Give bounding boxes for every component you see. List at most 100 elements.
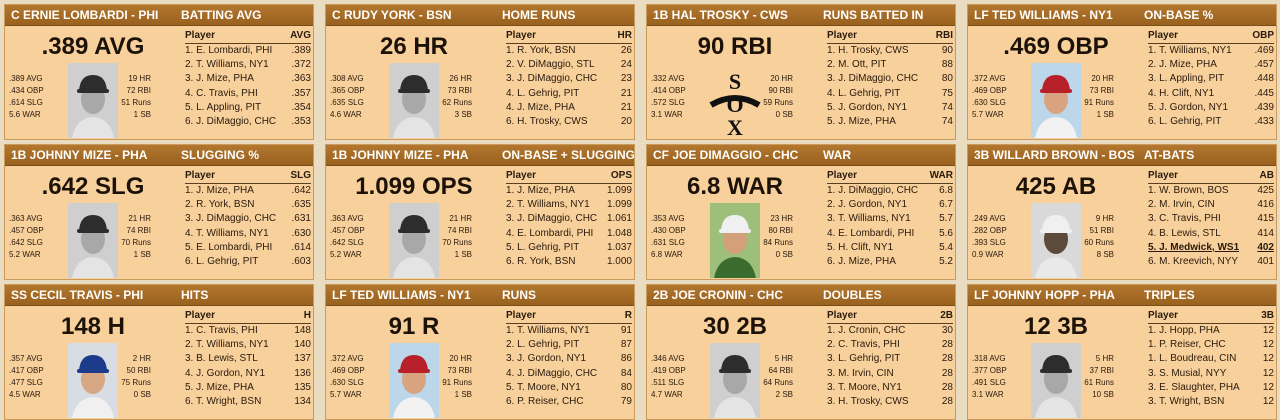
rate-stat: 4.5 WAR (9, 390, 41, 399)
rate-stats: .389 AVG .434 OBP .614 SLG 5.6 WAR (9, 73, 69, 121)
counting-stat: 1 SB (454, 250, 472, 259)
table-row[interactable]: 5. T. Moore, NY1 80 (506, 381, 632, 395)
table-row[interactable]: 1. E. Lombardi, PHI .389 (185, 44, 311, 58)
table-row[interactable]: 1. W. Brown, BOS 425 (1148, 184, 1274, 198)
rate-stat: .511 SLG (651, 378, 685, 387)
table-row[interactable]: 2. T. Williams, NY1 140 (185, 338, 311, 352)
table-row[interactable]: 3. J. DiMaggio, CHC 1.061 (506, 212, 632, 226)
row-player: 5. E. Lombardi, PHI (185, 241, 273, 253)
table-row[interactable]: 5. H. Clift, NY1 5.4 (827, 241, 953, 255)
table-row[interactable]: 4. B. Lewis, STL 414 (1148, 227, 1274, 241)
table-row[interactable]: 6. H. Trosky, CWS 20 (506, 115, 632, 129)
table-row[interactable]: 6. J. Mize, PHA 5.2 (827, 255, 953, 269)
column-header-player: Player (827, 170, 858, 181)
table-row[interactable]: 2. M. Irvin, CIN 416 (1148, 198, 1274, 212)
table-row[interactable]: 2. T. Williams, NY1 1.099 (506, 198, 632, 212)
table-row[interactable]: 1. J. Cronin, CHC 30 (827, 324, 953, 338)
table-row[interactable]: 5. J. Gordon, NY1 74 (827, 101, 953, 115)
leaders-table: Player AB 1. W. Brown, BOS 425 2. M. Irvin, … (1144, 165, 1276, 279)
table-row[interactable]: 1. P. Reiser, CHC 12 (1148, 338, 1274, 352)
table-row[interactable]: 3. J. DiMaggio, CHC 80 (827, 72, 953, 86)
table-row[interactable]: 5. E. Lombardi, PHI .614 (185, 241, 311, 255)
table-row[interactable]: 1. H. Trosky, CWS 90 (827, 44, 953, 58)
table-row[interactable]: 5. J. Medwick, WS1 402 (1148, 241, 1274, 255)
table-row[interactable]: 1. T. Williams, NY1 .469 (1148, 44, 1274, 58)
table-row[interactable]: 2. J. Gordon, NY1 6.7 (827, 198, 953, 212)
table-row[interactable]: 5. L. Gehrig, PIT 1.037 (506, 241, 632, 255)
table-row[interactable]: 4. T. Williams, NY1 .630 (185, 227, 311, 241)
player-title: LF TED WILLIAMS - NY1 (332, 288, 471, 302)
column-header-stat: SLG (290, 170, 311, 181)
table-header: Player AVG (185, 29, 311, 44)
table-row[interactable]: 4. H. Clift, NY1 .445 (1148, 87, 1274, 101)
table-row[interactable]: 3. B. Lewis, STL 137 (185, 352, 311, 366)
table-row[interactable]: 6. T. Wright, BSN 134 (185, 395, 311, 409)
table-row[interactable]: 6. J. DiMaggio, CHC .353 (185, 115, 311, 129)
table-row[interactable]: 4. E. Lombardi, PHI 5.6 (827, 227, 953, 241)
player-title: 3B WILLARD BROWN - BOS (974, 148, 1135, 162)
table-row[interactable]: 2. L. Gehrig, PIT 87 (506, 338, 632, 352)
table-row[interactable]: 3. J. Gordon, NY1 86 (506, 352, 632, 366)
table-row[interactable]: 4. L. Gehrig, PIT 75 (827, 87, 953, 101)
table-row[interactable]: 1. C. Travis, PHI 148 (185, 324, 311, 338)
table-row[interactable]: 6. M. Kreevich, NYY 401 (1148, 255, 1274, 269)
table-row[interactable]: 5. J. Gordon, NY1 .439 (1148, 101, 1274, 115)
table-row[interactable]: 3. E. Slaughter, PHA 12 (1148, 381, 1274, 395)
table-row[interactable]: 2. M. Ott, PIT 88 (827, 58, 953, 72)
table-row[interactable]: 6. L. Gehrig, PIT .603 (185, 255, 311, 269)
row-player: 6. J. DiMaggio, CHC (185, 116, 277, 128)
table-row[interactable]: 4. J. Gordon, NY1 136 (185, 367, 311, 381)
table-row[interactable]: 4. L. Gehrig, PIT 21 (506, 87, 632, 101)
table-row[interactable]: 1. J. DiMaggio, CHC 6.8 (827, 184, 953, 198)
table-row[interactable]: 3. T. Wright, BSN 12 (1148, 395, 1274, 409)
table-row[interactable]: 3. J. Mize, PHA .363 (185, 72, 311, 86)
table-row[interactable]: 3. T. Moore, NY1 28 (827, 381, 953, 395)
card-header: CF JOE DIMAGGIO - CHC WAR (647, 145, 955, 166)
rate-stats: .372 AVG .469 OBP .630 SLG 5.7 WAR (330, 353, 390, 401)
card-header: LF TED WILLIAMS - NY1 RUNS (326, 285, 634, 306)
column-header-stat: R (624, 310, 632, 321)
table-row[interactable]: 2. R. York, BSN .635 (185, 198, 311, 212)
counting-stats: 20 HR 90 RBI 59 Runs 0 SB (743, 73, 793, 121)
table-row[interactable]: 5. L. Appling, PIT .354 (185, 101, 311, 115)
table-row[interactable]: 3. S. Musial, NYY 12 (1148, 367, 1274, 381)
row-player: 1. L. Boudreau, CIN (1148, 353, 1237, 365)
table-row[interactable]: 1. J. Hopp, PHA 12 (1148, 324, 1274, 338)
table-row[interactable]: 4. E. Lombardi, PHI 1.048 (506, 227, 632, 241)
table-row[interactable]: 3. C. Travis, PHI 415 (1148, 212, 1274, 226)
counting-stat: 21 HR (449, 214, 472, 223)
table-row[interactable]: 1. T. Williams, NY1 91 (506, 324, 632, 338)
table-row[interactable]: 4. C. Travis, PHI .357 (185, 87, 311, 101)
rate-stat: .469 OBP (972, 86, 1007, 95)
table-row[interactable]: 1. R. York, BSN 26 (506, 44, 632, 58)
table-row[interactable]: 3. J. DiMaggio, CHC .631 (185, 212, 311, 226)
table-row[interactable]: 3. L. Gehrig, PIT 28 (827, 352, 953, 366)
player-title: LF TED WILLIAMS - NY1 (974, 8, 1113, 22)
card-header: 2B JOE CRONIN - CHC DOUBLES (647, 285, 955, 306)
table-row[interactable]: 5. J. Mize, PHA 74 (827, 115, 953, 129)
table-row[interactable]: 3. L. Appling, PIT .448 (1148, 72, 1274, 86)
table-row[interactable]: 1. J. Mize, PHA .642 (185, 184, 311, 198)
table-row[interactable]: 2. V. DiMaggio, STL 24 (506, 58, 632, 72)
row-value: .433 (1254, 116, 1274, 128)
table-row[interactable]: 6. L. Gehrig, PIT .433 (1148, 115, 1274, 129)
counting-stat: 2 HR (132, 354, 151, 363)
table-row[interactable]: 3. T. Williams, NY1 5.7 (827, 212, 953, 226)
table-row[interactable]: 1. L. Boudreau, CIN 12 (1148, 352, 1274, 366)
table-row[interactable]: 4. J. DiMaggio, CHC 84 (506, 367, 632, 381)
table-row[interactable]: 6. R. York, BSN 1.000 (506, 255, 632, 269)
table-row[interactable]: 1. J. Mize, PHA 1.099 (506, 184, 632, 198)
table-row[interactable]: 3. J. DiMaggio, CHC 23 (506, 72, 632, 86)
table-row[interactable]: 5. J. Mize, PHA 135 (185, 381, 311, 395)
table-row[interactable]: 2. J. Mize, PHA .457 (1148, 58, 1274, 72)
table-row[interactable]: 3. M. Irvin, CIN 28 (827, 367, 953, 381)
table-row[interactable]: 4. J. Mize, PHA 21 (506, 101, 632, 115)
table-row[interactable]: 3. H. Trosky, CWS 28 (827, 395, 953, 409)
table-row[interactable]: 2. T. Williams, NY1 .372 (185, 58, 311, 72)
leaders-table: Player H 1. C. Travis, PHI 148 2. T. William… (181, 305, 313, 419)
column-header-stat: WAR (929, 170, 953, 181)
table-row[interactable]: 6. P. Reiser, CHC 79 (506, 395, 632, 409)
table-row[interactable]: 2. C. Travis, PHI 28 (827, 338, 953, 352)
row-player: 3. J. DiMaggio, CHC (827, 73, 919, 85)
